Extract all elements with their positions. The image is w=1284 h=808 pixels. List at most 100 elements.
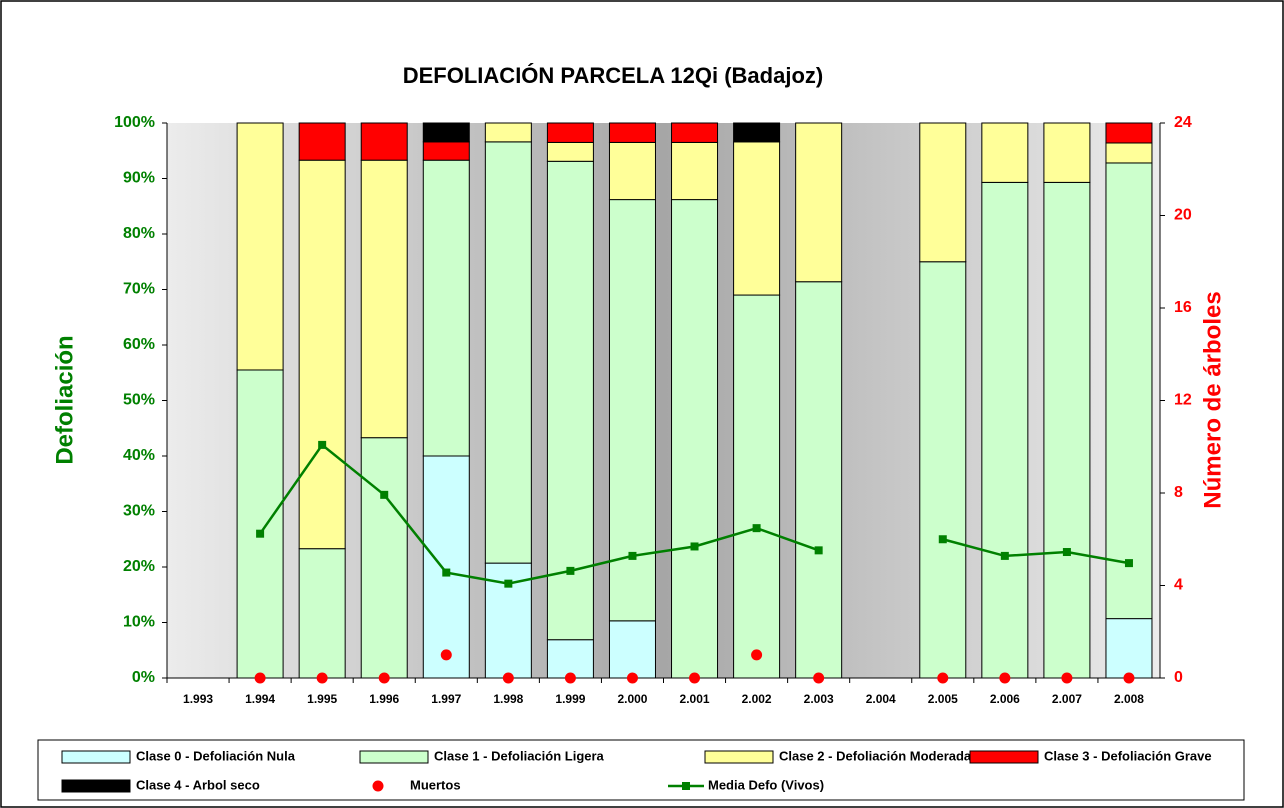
bar-segment [1043,122,1091,183]
bar-segment [608,141,656,201]
legend-swatch [61,750,131,764]
x-tick-label: 2.000 [617,692,647,706]
y2-tick-label: 12 [1174,392,1192,409]
x-tick-label: 2.003 [804,692,834,706]
x-tick-label: 1.999 [555,692,585,706]
y-axis-title: Defoliación [51,335,78,464]
bar-segment [546,122,594,143]
x-tick-label: 1.997 [431,692,461,706]
y-tick-label: 30% [123,503,155,520]
x-tick-label: 2.007 [1052,692,1082,706]
legend-swatch [704,750,774,764]
x-tick-label: 2.002 [742,692,772,706]
dead-marker [316,672,328,684]
bar-segment [608,199,656,622]
bar-segment [422,141,470,161]
legend-box [37,739,1245,801]
bar-segment [981,181,1029,679]
y-tick-label: 50% [123,392,155,409]
x-tick-label: 2.006 [990,692,1020,706]
bar-segment [1043,181,1091,679]
bar-segment [422,159,470,457]
y2-tick-label: 8 [1174,484,1183,501]
legend-swatch [359,750,429,764]
y2-tick-label: 0 [1174,669,1183,686]
mean-marker [814,546,823,555]
bar-segment [546,639,594,679]
bar-segment [1105,618,1153,679]
bar-segment [608,620,656,679]
bar-segment [484,141,532,564]
y2-tick-label: 24 [1174,114,1192,131]
legend-label: Muertos [410,777,461,792]
bar-segment [981,122,1029,183]
x-tick-label: 1.994 [245,692,275,706]
bar-segment [360,122,408,161]
mean-line [259,443,1130,585]
bar-segment [360,159,408,439]
x-tick-label: 1.996 [369,692,399,706]
bar-segment [733,294,781,679]
dead-marker [689,672,701,684]
dead-marker [813,672,825,684]
legend-swatch [61,779,131,793]
bar-segment [608,122,656,143]
x-tick-label: 1.998 [493,692,523,706]
mean-marker [318,440,327,449]
bar-segment [298,548,346,679]
bar-segment [236,122,284,371]
y2-axis-title: Número de árboles [1199,291,1226,508]
y-tick-label: 40% [123,447,155,464]
legend-swatch [969,750,1039,764]
x-tick-label: 1.993 [183,692,213,706]
bar-segment [422,455,470,679]
dead-marker [378,672,390,684]
mean-marker [938,535,947,544]
dead-marker [999,672,1011,684]
legend-label: Clase 3 - Defoliación Grave [1044,748,1212,763]
dead-marker [626,672,638,684]
y-tick-label: 20% [123,558,155,575]
dead-marker [937,672,949,684]
bar-segment [671,199,719,679]
y-tick-label: 60% [123,336,155,353]
mean-marker [752,524,761,533]
bar-segment [795,281,843,679]
mean-marker [1062,548,1071,557]
dead-marker [751,649,763,661]
y2-tick-label: 4 [1174,577,1183,594]
dead-marker [502,672,514,684]
mean-marker [690,542,699,551]
bar-segment [733,122,781,143]
bar-segment [733,141,781,296]
mean-marker [566,566,575,575]
legend-label: Clase 0 - Defoliación Nula [136,748,296,763]
y-tick-label: 0% [132,669,155,686]
y-tick-label: 80% [123,225,155,242]
y-tick-label: 70% [123,281,155,298]
dead-marker [564,672,576,684]
bar-segment [919,122,967,263]
bar-segment [484,122,532,143]
x-tick-label: 1.995 [307,692,337,706]
y-tick-label: 10% [123,614,155,631]
legend-swatch [682,782,690,790]
y2-tick-label: 20 [1174,207,1192,224]
mean-marker [1124,559,1133,568]
bar-segment [360,437,408,679]
legend-label: Clase 1 - Defoliación Ligera [434,748,605,763]
legend-swatch [372,780,384,792]
dead-marker [1123,672,1135,684]
bar-segment [1105,142,1153,164]
bar-segment [919,261,967,679]
bar-segment [795,122,843,283]
legend-label: Media Defo (Vivos) [708,777,824,792]
dead-marker [1061,672,1073,684]
mean-marker [1000,551,1009,560]
mean-marker [504,579,513,588]
bar-segment [1105,162,1153,620]
mean-marker [256,529,265,538]
x-tick-label: 2.001 [680,692,710,706]
y2-tick-label: 16 [1174,299,1192,316]
